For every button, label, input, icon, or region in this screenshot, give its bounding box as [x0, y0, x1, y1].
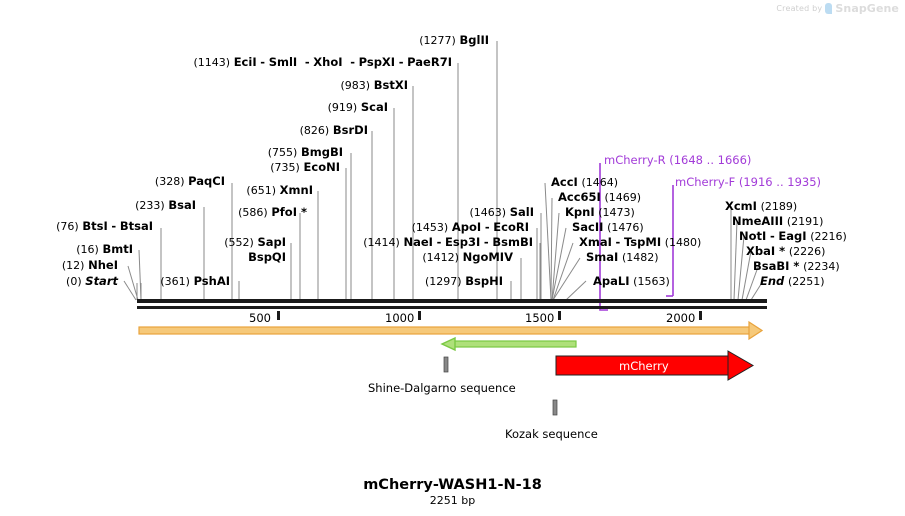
site-label-econi[interactable]: (735) EcoNI [270, 160, 340, 175]
site-label-xmai-tspmi[interactable]: XmaI - TspMI (1480) [579, 235, 702, 250]
site-label-start[interactable]: (0) Start [66, 274, 118, 289]
site-label-nhei[interactable]: (12) NheI [61, 258, 118, 273]
leader-lines [123, 41, 764, 301]
ruler-tick-label: 500 [249, 311, 271, 325]
site-label-bsabi[interactable]: BsaBI * (2234) [753, 259, 840, 274]
site-label-acc65i[interactable]: Acc65I (1469) [558, 190, 642, 205]
page-title: mCherry-WASH1-N-18 [363, 477, 542, 493]
mcherry-feature-arrow[interactable] [555, 350, 754, 381]
site-label-bglii[interactable]: (1277) BglII [419, 33, 489, 48]
kozak-caption: Kozak sequence [505, 427, 598, 441]
primer-label-mcherry-r[interactable]: mCherry-R (1648 .. 1666) [604, 153, 752, 167]
site-label-naei-group[interactable]: (1414) NaeI - Esp3I - BsmBI [363, 235, 533, 250]
site-label-bsphi[interactable]: (1297) BspHI [425, 274, 503, 289]
site-label-sapi[interactable]: (552) SapI [224, 235, 286, 250]
site-label-end[interactable]: End (2251) [760, 274, 825, 289]
ruler-tick-label: 1000 [385, 311, 415, 325]
watermark-brand: SnapGene [835, 2, 899, 15]
site-label-ngomiv[interactable]: (1412) NgoMIV [422, 250, 513, 265]
site-label-bsai[interactable]: (233) BsaI [135, 198, 196, 213]
site-label-acci[interactable]: AccI (1464) [551, 175, 619, 190]
snapgene-watermark: Created by SnapGene [776, 2, 899, 15]
backbone-line [137, 299, 767, 309]
shine-dalgarno-caption: Shine-Dalgarno sequence [368, 381, 516, 395]
backbone-feature-arrow [138, 320, 764, 341]
site-label-bmgbi[interactable]: (755) BmgBI [267, 145, 343, 160]
site-label-xmni[interactable]: (651) XmnI [246, 183, 313, 198]
ruler-tick-label: 2000 [666, 311, 696, 325]
site-label-xbai[interactable]: XbaI * (2226) [746, 244, 826, 259]
ruler-tick-label: 1500 [525, 311, 555, 325]
site-label-nmeaiii[interactable]: NmeAIII (2191) [732, 214, 824, 229]
site-label-scai[interactable]: (919) ScaI [327, 100, 388, 115]
site-label-sacii[interactable]: SacII (1476) [572, 220, 644, 235]
primer-leaders [599, 163, 674, 311]
green-feature-arrow [440, 336, 577, 352]
ruler-ticks [277, 311, 702, 320]
site-label-bmti[interactable]: (16) BmtI [76, 242, 133, 257]
primer-label-mcherry-f[interactable]: mCherry-F (1916 .. 1935) [675, 175, 822, 189]
site-label-ecii-group[interactable]: (1143) EciI - SmlI - XhoI - PspXI - PaeR… [193, 55, 452, 70]
site-label-xcmi[interactable]: XcmI (2189) [725, 199, 798, 214]
mcherry-arrow-label: mCherry [619, 359, 669, 373]
site-label-bsrdi[interactable]: (826) BsrDI [299, 123, 368, 138]
snapgene-logo-icon [825, 3, 833, 14]
site-label-apoi-ecori[interactable]: (1453) ApoI - EcoRI [411, 220, 529, 235]
site-label-smai[interactable]: SmaI (1482) [586, 250, 659, 265]
site-label-bspqi[interactable]: BspQI [248, 250, 286, 264]
site-label-apali[interactable]: ApaLI (1563) [593, 274, 670, 289]
small-feature-ticks [443, 356, 558, 416]
site-label-kpni[interactable]: KpnI (1473) [565, 205, 635, 220]
site-label-pfoi[interactable]: (586) PfoI * [238, 205, 307, 220]
site-label-bstxi[interactable]: (983) BstXI [340, 78, 408, 93]
watermark-created-by: Created by [776, 4, 823, 13]
plasmid-length: 2251 bp [429, 494, 476, 507]
site-label-btsi[interactable]: (76) BtsI - BtsaI [56, 219, 153, 234]
site-label-noti-eagi[interactable]: NotI - EagI (2216) [739, 229, 847, 244]
site-label-sali[interactable]: (1463) SalI [469, 205, 535, 220]
site-label-paqci[interactable]: (328) PaqCI [154, 174, 225, 189]
site-label-pshai[interactable]: (361) PshAI [160, 274, 230, 289]
